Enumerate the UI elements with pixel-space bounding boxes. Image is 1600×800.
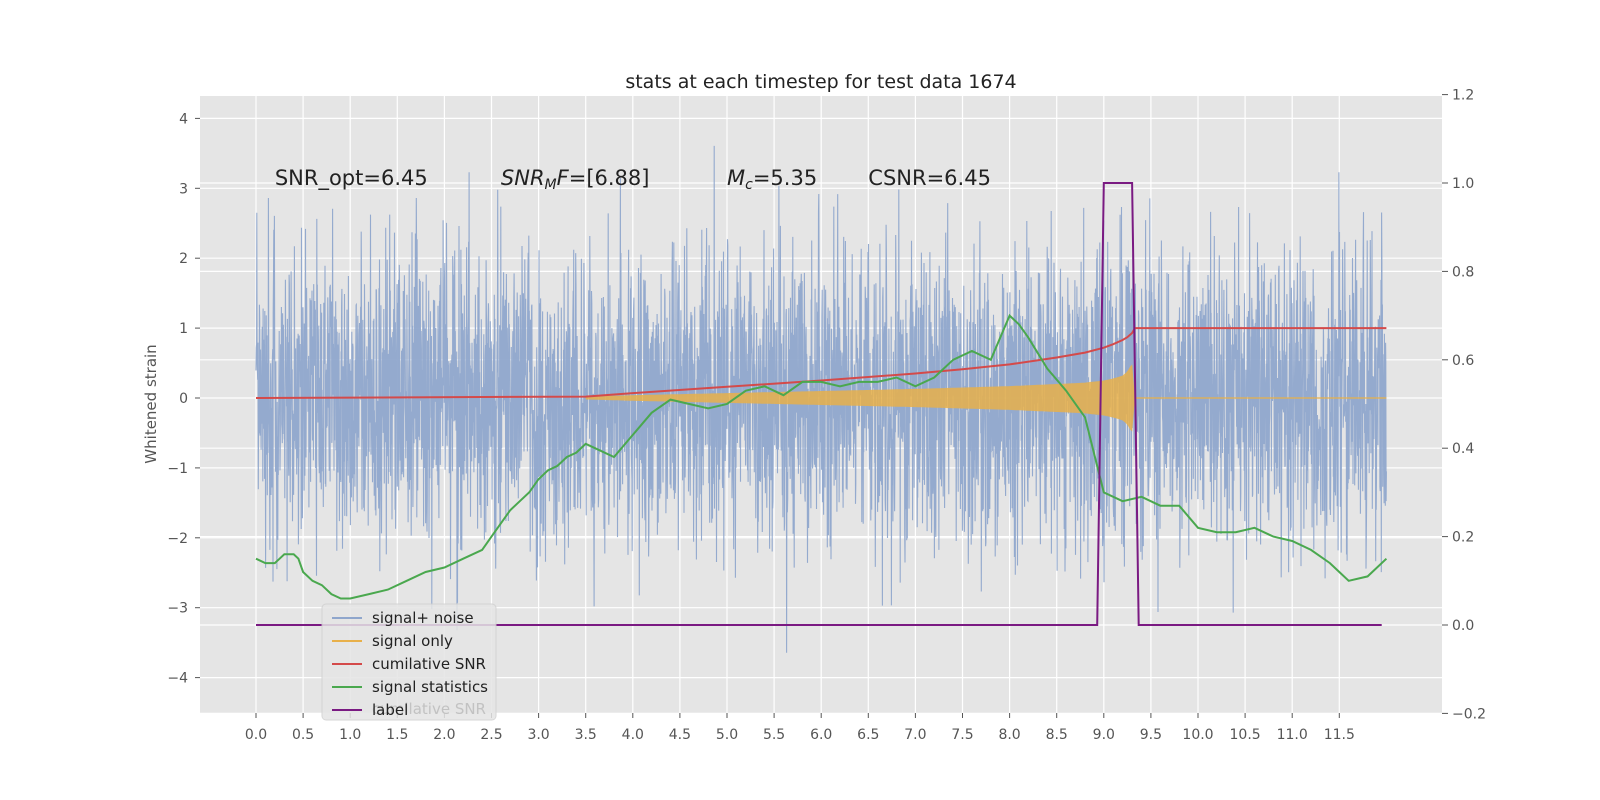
legend-label: signal+ noise <box>372 609 474 627</box>
x-tick-label: 11.0 <box>1277 727 1308 743</box>
legend-ghost-text: cumilative SNR <box>372 700 486 718</box>
y2-tick-label: 0.8 <box>1452 264 1474 280</box>
cumulative-snr-line <box>255 327 1387 399</box>
x-tick-label: 8.5 <box>1046 727 1068 743</box>
annotations: SNR_opt=6.45 SNRMF=[6.88] Mc=5.35 CSNR=6.45 <box>275 166 991 193</box>
x-tick-label: 5.0 <box>716 727 738 743</box>
legend-label: signal statistics <box>372 678 488 696</box>
annotation-2: Mc=5.35 <box>727 166 817 193</box>
x-tick-label: 0.0 <box>245 727 267 743</box>
annotation-0: SNR_opt=6.45 <box>275 166 428 191</box>
x-tick-label: 7.5 <box>951 727 973 743</box>
label-series <box>256 182 1382 626</box>
y2-tick-label: 1.2 <box>1452 88 1474 104</box>
y2-tick-label: 1.0 <box>1452 176 1474 192</box>
signal-only-fill <box>585 364 1387 432</box>
y-tick-label: 4 <box>179 111 188 127</box>
signal-statistics-series <box>255 313 1388 600</box>
x-axis-ticks: 0.0 0.5 1.0 1.5 2.0 2.5 3.0 3.5 4.0 4.5 5.0 5.5 6.0 6… <box>245 713 1355 743</box>
x-tick-label: 9.5 <box>1140 727 1162 743</box>
y2-tick-label: 0.6 <box>1452 353 1474 369</box>
x-tick-label: 1.5 <box>386 727 408 743</box>
x-tick-label: 4.5 <box>669 727 691 743</box>
y-tick-label: 2 <box>179 251 188 267</box>
y-tick-label: −1 <box>167 461 188 477</box>
x-tick-label: 11.5 <box>1324 727 1355 743</box>
y2-tick-label: 0.4 <box>1452 441 1474 457</box>
y-tick-label: −3 <box>167 601 188 617</box>
x-tick-label: 8.0 <box>998 727 1020 743</box>
x-tick-label: 6.5 <box>857 727 879 743</box>
label-line <box>256 182 1382 626</box>
x-tick-label: 10.5 <box>1230 727 1261 743</box>
x-tick-label: 7.0 <box>904 727 926 743</box>
x-tick-label: 2.0 <box>433 727 455 743</box>
x-tick-label: 5.5 <box>763 727 785 743</box>
y-tick-label: 1 <box>179 321 188 337</box>
x-tick-label: 9.0 <box>1093 727 1115 743</box>
y2-tick-label: 0.2 <box>1452 530 1474 546</box>
x-tick-label: 4.0 <box>622 727 644 743</box>
legend-label: cumilative SNR <box>372 655 486 673</box>
y-axis-ticks: 4 3 2 1 0 −1 −2 −3 −4 <box>167 111 200 687</box>
x-tick-label: 3.5 <box>575 727 597 743</box>
x-tick-label: 10.0 <box>1182 727 1213 743</box>
signal-only-series <box>585 364 1387 432</box>
legend-box <box>321 603 497 721</box>
chart-title: stats at each timestep for test data 167… <box>625 71 1016 93</box>
x-tick-label: 0.5 <box>292 727 314 743</box>
y-tick-label: −4 <box>167 671 188 687</box>
signal-statistics-line <box>255 313 1388 600</box>
y-tick-label: −2 <box>167 531 188 547</box>
x-tick-label: 6.0 <box>810 727 832 743</box>
y2-axis-ticks: 1.2 1.0 0.8 0.6 0.4 0.2 0.0 −0.2 <box>1442 88 1486 722</box>
legend-label: label <box>372 701 408 719</box>
legend: cumilative SNR signal+ noise signal only cu… <box>321 603 497 721</box>
y2-tick-label: 0.0 <box>1452 618 1474 634</box>
cumulative-snr-series <box>255 327 1387 399</box>
y-tick-label: 3 <box>179 181 188 197</box>
y-tick-label: 0 <box>179 391 188 407</box>
y2-tick-label: −0.2 <box>1452 706 1486 722</box>
x-tick-label: 1.0 <box>339 727 361 743</box>
x-tick-label: 3.0 <box>527 727 549 743</box>
y-axis-label: Whitened strain <box>142 344 160 463</box>
annotation-1: SNRMF=[6.88] <box>501 166 650 193</box>
legend-label: signal only <box>372 632 453 650</box>
x-tick-label: 2.5 <box>480 727 502 743</box>
annotation-3: CSNR=6.45 <box>868 166 991 190</box>
